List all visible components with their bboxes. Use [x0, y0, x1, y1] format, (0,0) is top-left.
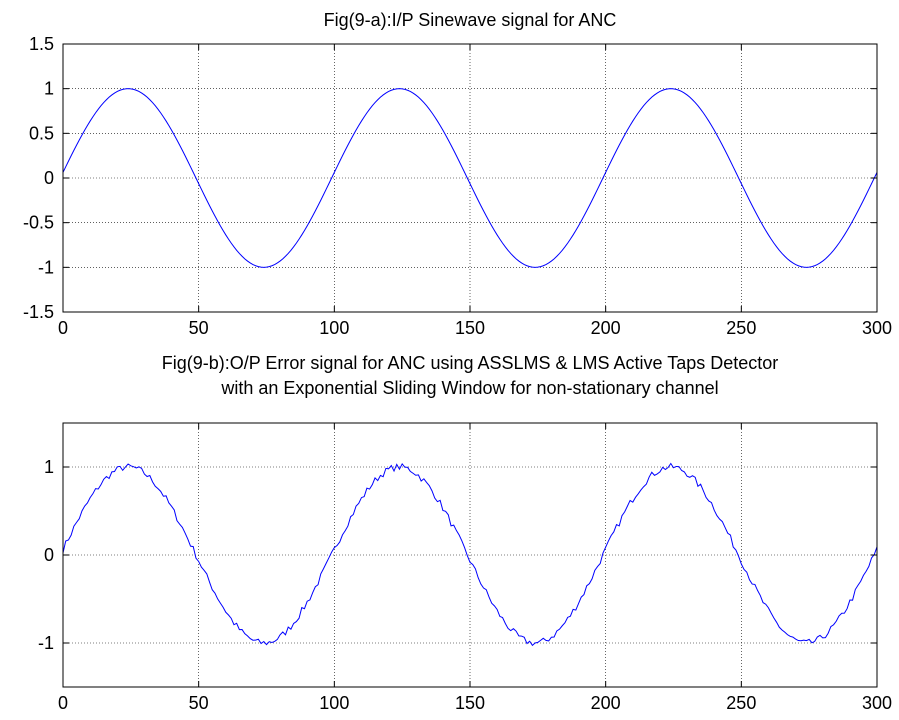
plot-top-title-line-0: Fig(9-a):I/P Sinewave signal for ANC [324, 10, 617, 30]
plot-top-y-ticks: -1.5 -1 -0.5 0 0.5 1 1.5 [23, 34, 877, 322]
plot-top-x-tick-label: 300 [862, 318, 892, 338]
plot-bottom-x-tick-label: 300 [862, 693, 892, 713]
plot-bottom-title-group: Fig(9-b):O/P Error signal for ANC using … [162, 353, 779, 398]
plot-bottom-y-ticks: -1 0 1 [38, 457, 877, 653]
plot-top-y-tick-label: -1.5 [23, 302, 54, 322]
plot-bottom-y-tick-label: 1 [44, 457, 54, 477]
plot-top: Fig(9-a):I/P Sinewave signal for ANC 0 50… [23, 10, 892, 338]
plot-bottom-x-tick-label: 50 [189, 693, 209, 713]
plot-bottom-x-tick-label: 0 [58, 693, 68, 713]
plot-bottom-title-line-1: with an Exponential Sliding Window for n… [220, 378, 718, 398]
plot-bottom-series-group [62, 462, 878, 647]
plot-top-axes-box [62, 43, 878, 313]
plot-top-y-tick-label: 0 [44, 168, 54, 188]
plot-top-y-tick-label: 1.5 [29, 34, 54, 54]
plot-top-grid [63, 44, 877, 312]
plot-top-x-tick-label: 50 [189, 318, 209, 338]
plot-bottom-x-tick-label: 100 [319, 693, 349, 713]
plot-top-y-tick-label: -1 [38, 257, 54, 277]
plot-top-series-line-0 [62, 88, 878, 268]
plot-top-series-group [62, 88, 878, 268]
plot-bottom-x-tick-label: 250 [726, 693, 756, 713]
plot-bottom-x-ticks: 0 50 100 150 200 250 300 [58, 423, 892, 713]
plot-top-x-tick-label: 100 [319, 318, 349, 338]
plot-bottom-y-tick-label: 0 [44, 545, 54, 565]
plot-top-x-tick-label: 200 [591, 318, 621, 338]
plot-top-x-tick-label: 0 [58, 318, 68, 338]
plot-top-y-tick-label: 0.5 [29, 123, 54, 143]
plot-bottom-y-tick-label: -1 [38, 633, 54, 653]
plot-bottom-title-line-0: Fig(9-b):O/P Error signal for ANC using … [162, 353, 779, 373]
plot-top-y-tick-label: -0.5 [23, 213, 54, 233]
plot-bottom-x-tick-label: 200 [591, 693, 621, 713]
plot-top-x-tick-label: 150 [455, 318, 485, 338]
plot-top-y-tick-label: 1 [44, 79, 54, 99]
plot-bottom-x-tick-label: 150 [455, 693, 485, 713]
plot-bottom-grid [63, 423, 877, 687]
plot-top-x-ticks: 0 50 100 150 200 250 300 [58, 44, 892, 338]
plot-top-x-tick-label: 250 [726, 318, 756, 338]
plot-bottom-series-line-0 [62, 462, 878, 647]
plot-bottom: Fig(9-b):O/P Error signal for ANC using … [38, 353, 892, 713]
plot-top-axes-frame [62, 43, 878, 313]
plot-top-title-group: Fig(9-a):I/P Sinewave signal for ANC [324, 10, 617, 30]
